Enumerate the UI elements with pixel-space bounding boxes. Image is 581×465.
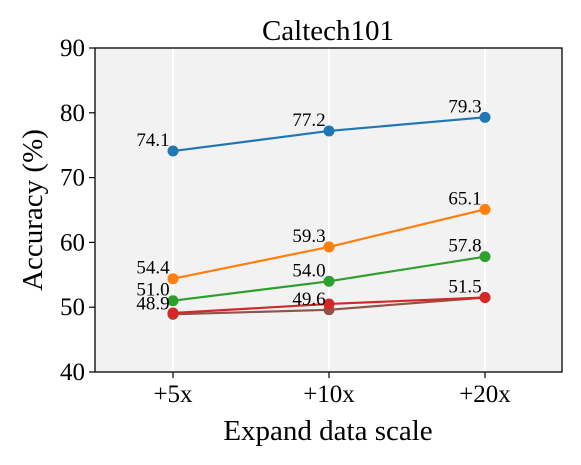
data-point <box>323 275 335 287</box>
data-label: 51.5 <box>448 276 481 297</box>
data-point <box>479 203 491 215</box>
data-label: 74.1 <box>136 130 169 151</box>
series-layer <box>167 111 491 320</box>
data-label: 57.8 <box>448 236 481 257</box>
data-label: 54.4 <box>136 258 170 279</box>
y-tick-label: 90 <box>60 35 85 62</box>
y-tick-label: 70 <box>60 165 85 192</box>
plot-frame <box>94 47 563 373</box>
data-point <box>479 251 491 263</box>
data-point <box>323 125 335 137</box>
x-axis-label: Expand data scale <box>223 415 432 447</box>
data-point <box>323 298 335 310</box>
axis-ticks: +5x +10x +20x 40 50 60 70 80 90 <box>60 35 511 408</box>
chart-title: Caltech101 <box>262 15 394 47</box>
data-label: 79.3 <box>448 96 481 117</box>
series-4 <box>167 291 491 319</box>
data-label: 49.6 <box>292 289 325 310</box>
series-1 <box>167 203 491 285</box>
data-point <box>479 111 491 123</box>
y-axis-label: Accuracy (%) <box>17 129 49 291</box>
y-tick-label: 80 <box>60 100 85 127</box>
data-point <box>479 291 491 303</box>
data-point <box>323 241 335 253</box>
data-point <box>167 307 179 319</box>
x-tick-label: +10x <box>303 381 355 408</box>
data-label: 77.2 <box>292 110 325 131</box>
data-label: 48.9 <box>136 293 169 314</box>
x-tick-label: +5x <box>153 381 193 408</box>
series-2 <box>167 251 491 307</box>
y-tick-label: 40 <box>60 359 85 386</box>
data-label: 59.3 <box>292 226 325 247</box>
data-label: 65.1 <box>448 188 481 209</box>
data-point <box>167 145 179 157</box>
data-point <box>167 273 179 285</box>
data-label: 54.0 <box>292 260 325 281</box>
data-label: 51.0 <box>136 280 169 301</box>
x-tick-label: +20x <box>459 381 511 408</box>
data-labels: 74.1 77.2 79.3 54.4 59.3 65.1 51.0 54.0 57.8 48.9… <box>136 96 481 314</box>
series-0 <box>167 111 491 157</box>
data-point <box>167 295 179 307</box>
y-tick-label: 50 <box>60 294 85 321</box>
y-tick-label: 60 <box>60 229 85 256</box>
